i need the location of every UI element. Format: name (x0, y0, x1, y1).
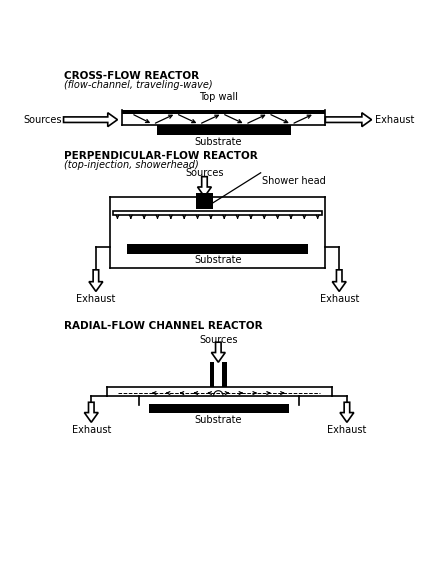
Polygon shape (198, 177, 211, 197)
Bar (149, 404, 289, 413)
Text: PERPENDICULAR-FLOW REACTOR: PERPENDICULAR-FLOW REACTOR (63, 151, 257, 161)
Text: RADIAL-FLOW CHANNEL REACTOR: RADIAL-FLOW CHANNEL REACTOR (63, 321, 262, 330)
Polygon shape (84, 402, 98, 422)
Text: CROSS-FLOW REACTOR: CROSS-FLOW REACTOR (63, 71, 199, 81)
Text: (flow-channel, traveling-wave): (flow-channel, traveling-wave) (63, 80, 212, 90)
Polygon shape (332, 270, 346, 291)
Text: Exhaust: Exhaust (76, 295, 115, 305)
Polygon shape (63, 113, 118, 127)
Text: Substrate: Substrate (195, 255, 242, 265)
Text: Substrate: Substrate (195, 415, 242, 425)
Text: Exhaust: Exhaust (374, 114, 414, 125)
Text: Sources: Sources (199, 334, 238, 344)
Text: Exhaust: Exhaust (72, 425, 111, 435)
Text: Top wall: Top wall (199, 92, 238, 102)
Text: Shower head: Shower head (262, 176, 326, 186)
Text: Sources: Sources (23, 114, 62, 125)
Bar (222, 362, 227, 387)
Polygon shape (325, 113, 371, 127)
Text: Sources: Sources (185, 168, 224, 178)
Polygon shape (340, 402, 354, 422)
Bar (196, 193, 213, 209)
Text: Exhaust: Exhaust (327, 425, 367, 435)
Polygon shape (211, 342, 225, 362)
Polygon shape (89, 270, 103, 291)
Bar (122, 109, 325, 114)
Bar (157, 125, 291, 135)
Bar (127, 243, 308, 254)
Text: (top-injection, showerhead): (top-injection, showerhead) (63, 160, 199, 171)
Text: Substrate: Substrate (195, 137, 242, 146)
Bar (210, 362, 214, 387)
Text: Exhaust: Exhaust (320, 295, 359, 305)
Bar (113, 211, 322, 215)
